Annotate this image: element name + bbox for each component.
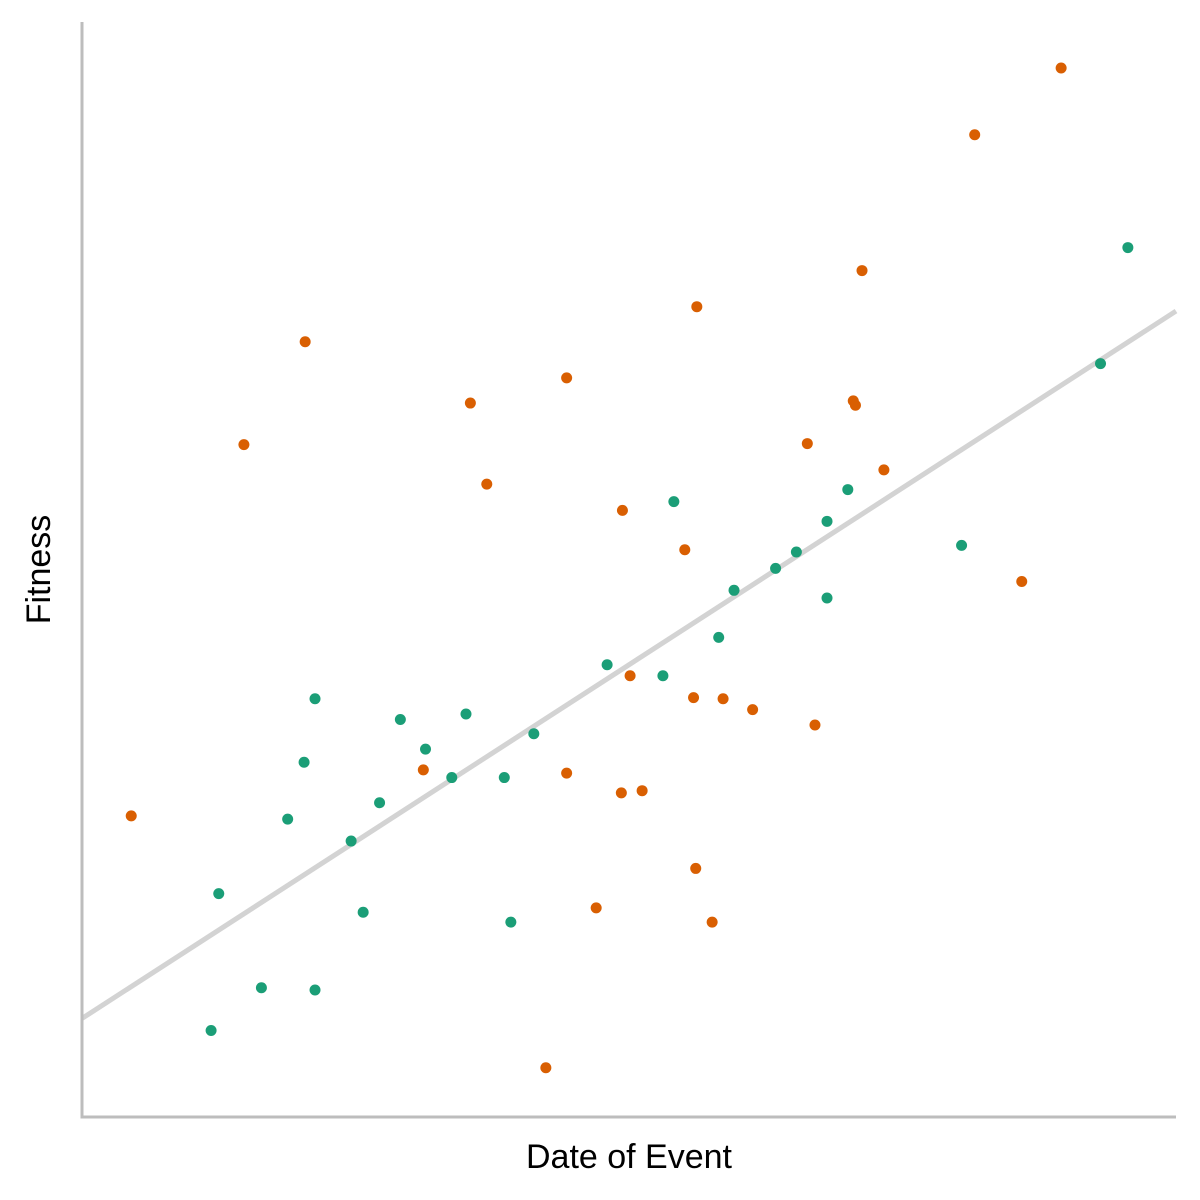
data-point-series-2-19 [706,916,718,928]
data-point-series-2-17 [690,862,702,874]
data-point-series-2-30 [1055,62,1067,74]
data-point-series-2-20 [717,693,729,705]
data-point-series-1-8 [345,835,357,847]
data-point-series-1-5 [298,756,310,768]
data-point-series-1-15 [498,772,510,784]
data-point-series-1-22 [728,584,740,596]
data-point-series-2-25 [849,399,861,411]
data-point-series-2-4 [417,764,429,776]
data-point-series-2-3 [299,336,311,348]
data-point-series-1-26 [821,515,833,527]
data-point-series-2-21 [747,704,759,716]
data-point-series-2-23 [809,719,821,731]
data-point-series-2-10 [590,902,602,914]
x-axis-title: Date of Event [526,1138,733,1176]
data-point-series-1-29 [1095,358,1107,370]
data-point-series-1-7 [309,984,321,996]
data-point-series-2-18 [691,301,703,313]
data-point-series-1-12 [420,743,432,755]
data-point-series-2-12 [616,504,628,516]
data-point-series-1-24 [790,546,802,558]
data-point-series-2-2 [238,439,250,451]
data-point-series-1-27 [842,484,854,496]
data-point-series-1-19 [657,670,669,682]
data-point-series-1-10 [374,797,386,809]
data-point-series-2-1 [125,810,137,822]
data-point-series-1-3 [255,982,267,994]
data-point-series-2-14 [636,785,648,797]
data-point-series-2-22 [801,438,813,450]
data-point-series-1-13 [446,772,458,784]
data-point-series-1-2 [205,1024,217,1036]
trend-line [80,308,1178,1021]
data-point-series-1-11 [394,714,406,726]
data-point-series-1-6 [309,693,321,705]
data-point-series-1-9 [357,906,369,918]
data-point-series-2-29 [1016,576,1028,588]
data-point-series-2-13 [624,670,636,682]
data-point-series-1-20 [668,496,680,508]
data-point-series-2-11 [615,787,627,799]
data-point-series-1-16 [505,916,517,928]
data-points [125,62,1134,1074]
data-point-series-2-6 [481,478,493,490]
data-point-series-1-25 [821,592,833,604]
data-point-series-2-16 [688,692,700,704]
data-point-series-1-23 [770,562,782,574]
data-point-series-1-18 [601,659,613,671]
data-point-series-2-26 [856,265,868,277]
data-point-series-1-30 [1122,242,1134,254]
data-point-series-1-1 [213,888,225,900]
data-point-series-2-9 [561,767,573,779]
data-point-series-2-8 [561,372,573,384]
data-point-series-1-14 [460,708,472,720]
data-point-series-1-4 [282,813,294,825]
data-point-series-1-28 [956,539,968,551]
data-point-series-1-17 [528,728,540,740]
data-point-series-2-28 [969,129,981,141]
data-point-series-1-21 [713,631,725,643]
data-point-series-2-15 [679,544,691,556]
y-axis-title: Fitness [20,515,58,625]
data-point-series-2-7 [540,1062,552,1074]
data-point-series-2-27 [878,464,890,476]
data-point-series-2-5 [464,397,476,409]
